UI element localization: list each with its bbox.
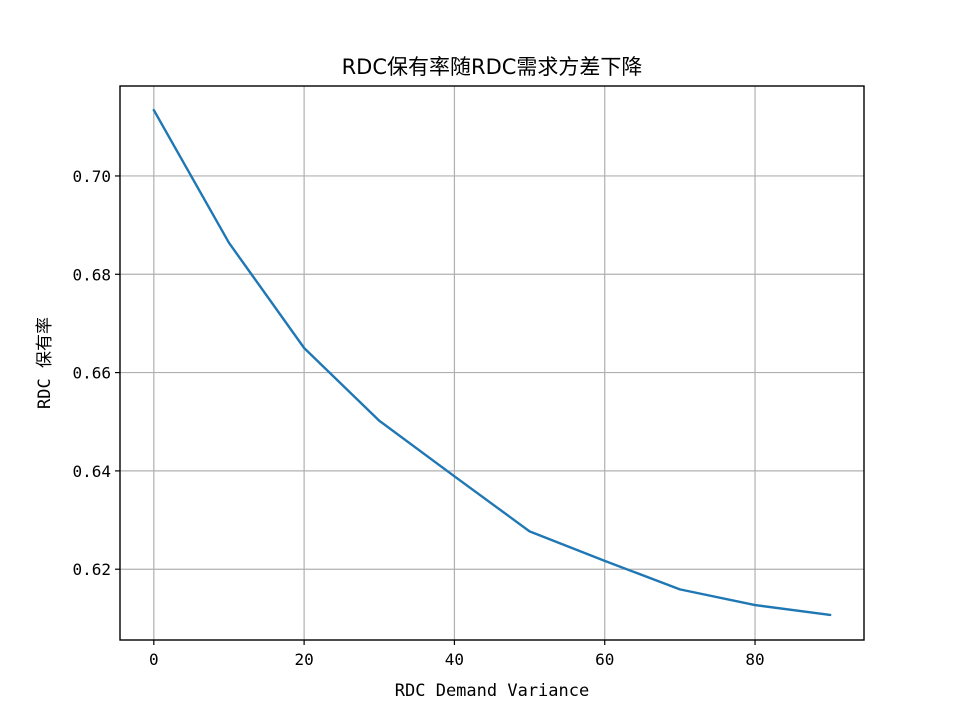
plot-frame <box>119 85 865 641</box>
grid <box>120 86 864 640</box>
x-tick-label: 0 <box>149 650 159 669</box>
y-tick-label: 0.62 <box>72 560 111 579</box>
series-line <box>152 108 832 617</box>
y-tick-label: 0.70 <box>72 167 111 186</box>
y-tick-label: 0.68 <box>72 265 111 284</box>
x-tick-label: 20 <box>294 650 313 669</box>
chart-title: RDC保有率随RDC需求方差下降 <box>342 55 643 79</box>
y-tick-label: 0.64 <box>72 462 111 481</box>
y-axis-label: RDC 保有率 <box>35 317 55 409</box>
x-axis-label: RDC Demand Variance <box>395 681 589 701</box>
x-tick-label: 80 <box>745 650 764 669</box>
y-tick-label: 0.66 <box>72 364 111 383</box>
ticks: 0 20 40 60 80 0.62 0.64 0.66 0.68 0.70 <box>72 167 764 669</box>
x-tick-label: 60 <box>595 650 614 669</box>
series-layer <box>152 108 832 617</box>
x-tick-label: 40 <box>445 650 464 669</box>
